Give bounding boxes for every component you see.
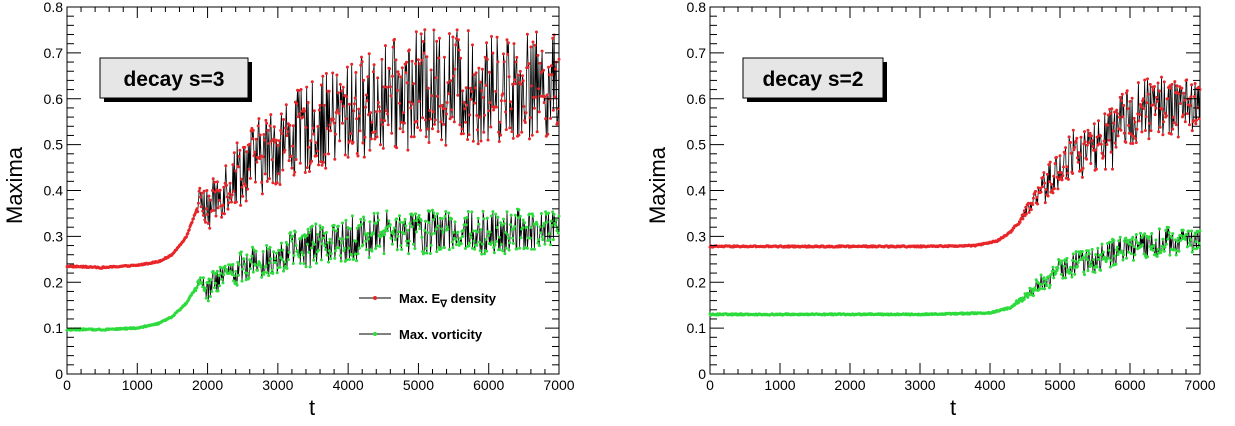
series-2-points [65, 207, 561, 332]
y-tick-label: 0 [55, 366, 63, 382]
x-tick-label: 5000 [403, 377, 434, 393]
y-tick-label: 0.1 [44, 320, 64, 336]
legend-marker [373, 296, 377, 300]
legend-label: Max. vorticity [399, 327, 483, 342]
y-tick-label: 0.8 [44, 0, 64, 15]
chart-panel-2: 0 1000 2000 3000 4000 5000 6000 7000 0 0.1 0.2 0.3 0… [645, 0, 1216, 420]
x-tick-label: 5000 [1044, 377, 1075, 393]
y-tick-label: 0.4 [687, 183, 707, 199]
series-2-line [65, 207, 561, 332]
legend: Max. E∇ density Max. vorticity [359, 291, 497, 342]
series-1-line [65, 28, 561, 270]
y-tick-label: 0.1 [687, 320, 707, 336]
y-tick-label: 0.4 [44, 183, 64, 199]
x-tick-label: 4000 [333, 377, 364, 393]
x-tick-label: 1000 [122, 377, 153, 393]
y-tick-label: 0.8 [687, 0, 707, 15]
y-tick-label: 0.3 [687, 228, 707, 244]
x-axis-title: t [309, 395, 315, 420]
y-tick-label: 0.6 [44, 91, 64, 107]
panel-label-box: decay s=2 [742, 57, 887, 102]
legend-label: Max. E∇ density [399, 291, 497, 310]
legend-marker [373, 332, 377, 336]
x-tick-label: 7000 [543, 377, 574, 393]
legend-entry-2: Max. vorticity [359, 327, 483, 342]
x-tick-label: 7000 [1184, 377, 1215, 393]
y-axis-title: Maxima [645, 146, 670, 224]
series-1-points [65, 28, 561, 270]
y-tick-label: 0.7 [687, 45, 707, 61]
y-tick-label: 0.3 [44, 228, 64, 244]
x-tick-label: 6000 [473, 377, 504, 393]
x-tick-label: 4000 [974, 377, 1005, 393]
chart-panel-1: 0 1000 2000 3000 4000 5000 6000 7000 0 0.1 0.2 0.3 0… [2, 0, 575, 420]
x-tick-label: 2000 [834, 377, 865, 393]
x-tick-label: 3000 [904, 377, 935, 393]
y-tick-label: 0.2 [44, 274, 64, 290]
x-tick-label: 6000 [1114, 377, 1145, 393]
y-tick-label: 0.5 [687, 137, 707, 153]
x-tick-label: 1000 [764, 377, 795, 393]
y-tick-label: 0.6 [687, 91, 707, 107]
series-2-points [708, 225, 1202, 317]
panel-label: decay s=2 [762, 68, 863, 91]
x-tick-label: 3000 [262, 377, 293, 393]
y-tick-label: 0.5 [44, 137, 64, 153]
y-tick-label: 0.2 [687, 274, 707, 290]
x-tick-label: 2000 [192, 377, 223, 393]
panel-label-box: decay s=3 [99, 57, 252, 102]
series-2-line [708, 225, 1202, 317]
x-tick-label: 0 [706, 377, 714, 393]
legend-entry-1: Max. E∇ density [359, 291, 497, 310]
x-axis-title: t [950, 395, 956, 420]
panel-label: decay s=3 [123, 68, 224, 91]
y-tick-label: 0 [698, 366, 706, 382]
y-tick-label: 0.7 [44, 45, 64, 61]
y-axis-title: Maxima [2, 146, 27, 224]
x-tick-label: 0 [63, 377, 71, 393]
